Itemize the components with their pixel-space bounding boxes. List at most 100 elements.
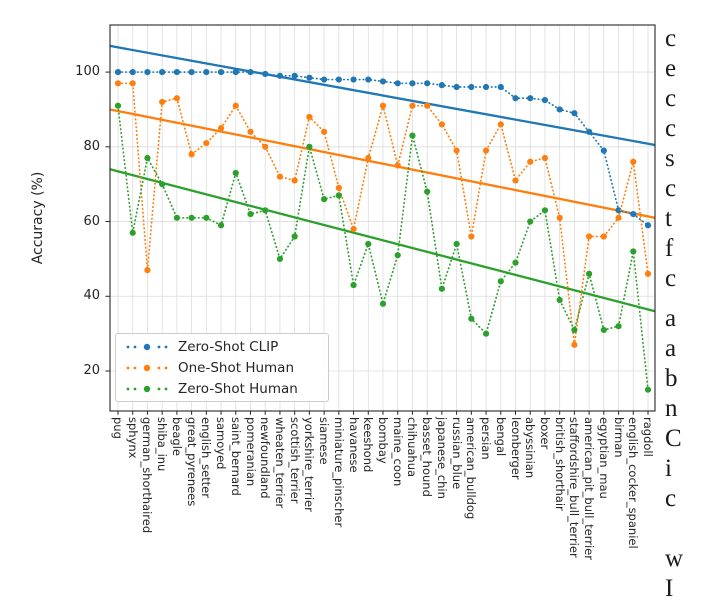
data-point [394, 80, 401, 87]
data-point [232, 68, 239, 76]
data-point [541, 97, 549, 104]
data-point [527, 218, 534, 225]
x-tick-label: yorkshire_terrier [302, 417, 317, 512]
x-tick-label: samoyed [214, 417, 229, 470]
data-point [203, 139, 210, 147]
x-tick-label: english_cocker_spaniel [626, 417, 641, 549]
data-point [114, 80, 122, 87]
margin-letter: c [665, 85, 677, 112]
data-point [394, 252, 401, 259]
x-tick-label: saint_bernard [228, 417, 243, 496]
data-point [262, 207, 269, 214]
data-point [482, 147, 490, 154]
legend-item-label: One-Shot Human [178, 359, 295, 376]
data-point [321, 128, 328, 135]
data-point [379, 78, 387, 85]
data-point [630, 248, 637, 255]
x-tick-label: egyptian_mau [596, 417, 611, 499]
data-point [188, 214, 195, 221]
margin-letter: w [665, 545, 684, 572]
margin-letter: t [665, 205, 672, 232]
margin-letter: s [665, 145, 675, 172]
data-point [468, 315, 475, 322]
data-point [600, 233, 607, 240]
data-point [335, 192, 342, 199]
y-tick-label: 60 [83, 213, 100, 229]
margin-letter: e [665, 55, 677, 82]
margin-letter: a [665, 305, 677, 332]
data-point [571, 341, 578, 348]
x-tick-label: japanese_chin [434, 417, 449, 499]
data-point [217, 125, 225, 132]
legend-item-label: Zero-Shot CLIP [178, 338, 279, 355]
x-tick-label: pomeranian [243, 417, 258, 487]
data-point [586, 270, 593, 277]
data-point [556, 296, 563, 304]
data-point [468, 83, 475, 91]
data-point [306, 74, 313, 81]
data-point [114, 102, 122, 109]
data-point [600, 326, 607, 334]
data-point [350, 76, 357, 83]
data-point [335, 76, 342, 83]
x-tick-label: american_bulldog [464, 417, 479, 520]
data-point [571, 110, 578, 117]
data-point [173, 68, 180, 76]
data-point [188, 68, 195, 76]
data-point [159, 181, 166, 188]
data-point [615, 207, 622, 214]
x-tick-label: miniature_pinscher [331, 417, 346, 528]
data-point [159, 68, 166, 76]
data-point [644, 386, 652, 393]
data-point [409, 80, 416, 87]
data-point [217, 68, 225, 76]
data-point [379, 300, 387, 307]
x-tick-label: abyssinian [523, 417, 538, 479]
margin-letter: c [665, 115, 677, 142]
x-tick-label: chihuahua [405, 417, 420, 478]
data-point [321, 196, 328, 203]
data-point [262, 70, 269, 78]
data-point [203, 68, 210, 76]
x-tick-label: siamese [317, 417, 332, 465]
data-point [615, 323, 622, 330]
data-point [438, 285, 445, 292]
x-tick-label: russian_blue [449, 417, 464, 490]
data-point [586, 233, 593, 240]
data-point [468, 233, 475, 240]
data-point [247, 128, 254, 135]
data-point [438, 82, 445, 89]
legend-item: One-Shot Human [124, 357, 328, 378]
y-axis-label: Accuracy (%) [30, 171, 46, 265]
data-point [527, 95, 534, 102]
legend-item-label: Zero-Shot Human [178, 380, 298, 397]
x-tick-label: persian [479, 417, 494, 460]
data-point [556, 214, 563, 221]
x-tick-label: basset_hound [420, 417, 435, 497]
data-point [644, 270, 652, 277]
margin-letter: C [665, 425, 682, 452]
margin-letter: b [665, 365, 678, 392]
legend-marker-icon [126, 343, 168, 350]
data-point [247, 68, 254, 76]
margin-letter: a [665, 335, 677, 362]
x-tick-label: bengal [493, 417, 508, 457]
x-tick-label: newfoundland [258, 417, 273, 499]
data-point [482, 83, 490, 91]
data-point [232, 102, 239, 109]
data-point [630, 210, 637, 218]
data-point [129, 68, 136, 76]
margin-letter: c [665, 485, 677, 512]
x-tick-label: american_pit_bull_terrier [582, 417, 597, 560]
data-point [379, 102, 387, 109]
data-point [350, 281, 357, 289]
data-point [365, 76, 372, 83]
legend-marker-icon [126, 385, 168, 392]
data-point [424, 188, 431, 195]
data-point [232, 169, 239, 177]
data-point [159, 98, 166, 106]
data-point [217, 222, 225, 229]
data-point [335, 184, 342, 192]
x-tick-label: beagle [169, 417, 184, 456]
y-tick-label: 80 [83, 138, 100, 154]
